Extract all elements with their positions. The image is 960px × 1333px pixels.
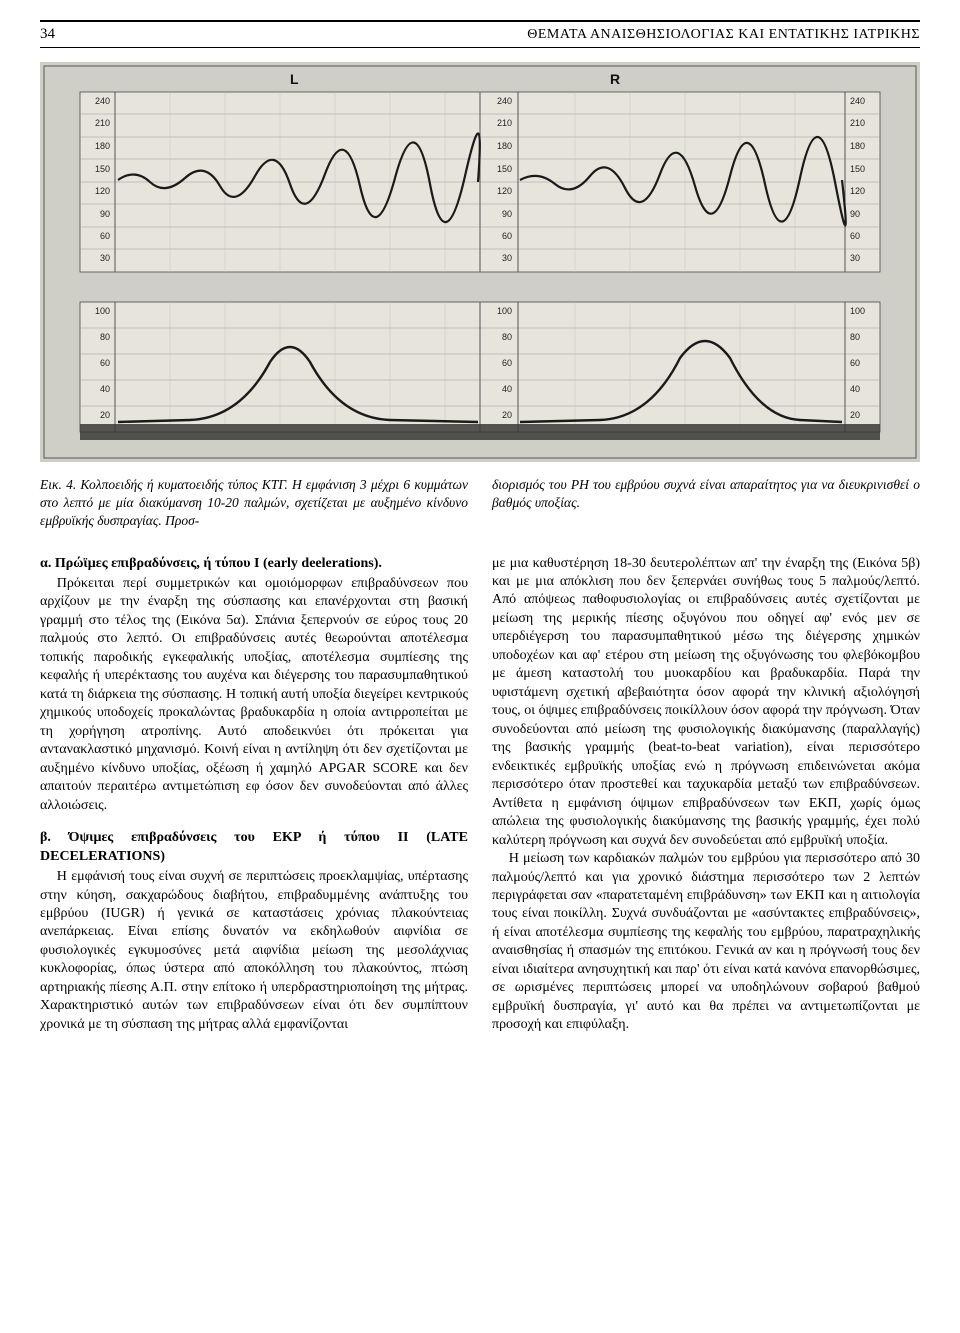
svg-text:20: 20 <box>100 410 110 420</box>
body-columns: α. Πρώϊμες επιβραδύνσεις, ή τύπου I (ear… <box>40 555 920 1035</box>
page-number: 34 <box>40 24 55 44</box>
svg-text:60: 60 <box>100 231 110 241</box>
ctg-svg: 240 210 180 150 120 90 60 30 240 210 180… <box>40 62 920 462</box>
svg-text:120: 120 <box>95 186 110 196</box>
svg-text:80: 80 <box>850 332 860 342</box>
left-column: α. Πρώϊμες επιβραδύνσεις, ή τύπου I (ear… <box>40 555 468 1035</box>
para-early-decel: Πρόκειται περί συμμετρικών και ομοιόμορφ… <box>40 575 468 815</box>
svg-text:150: 150 <box>850 164 865 174</box>
heading-early-decel: α. Πρώϊμες επιβραδύνσεις, ή τύπου I (ear… <box>40 555 468 573</box>
para-right-1: με μια καθυστέρηση 18-30 δευτερολέπτων α… <box>492 555 920 851</box>
caption-right: διορισμός του PH του εμβρύου συχνά είναι… <box>492 476 920 531</box>
journal-title: ΘΕΜΑΤΑ ΑΝΑΙΣΘΗΣΙΟΛΟΓΙΑΣ ΚΑΙ ΕΝΤΑΤΙΚΗΣ ΙΑ… <box>527 26 920 45</box>
svg-text:60: 60 <box>100 358 110 368</box>
svg-text:210: 210 <box>95 118 110 128</box>
svg-text:40: 40 <box>100 384 110 394</box>
svg-text:60: 60 <box>502 231 512 241</box>
svg-text:30: 30 <box>100 253 110 263</box>
svg-text:150: 150 <box>497 164 512 174</box>
svg-text:80: 80 <box>502 332 512 342</box>
svg-text:100: 100 <box>497 306 512 316</box>
panel-label-r: R <box>610 71 620 87</box>
heading-late-decel: β. Όψιμες επιβραδύνσεις του ΕΚΡ ή τύπου … <box>40 829 468 866</box>
figure-ctg-strip: 240 210 180 150 120 90 60 30 240 210 180… <box>40 62 920 462</box>
svg-text:20: 20 <box>502 410 512 420</box>
svg-text:210: 210 <box>497 118 512 128</box>
page-header: 34 ΘΕΜΑΤΑ ΑΝΑΙΣΘΗΣΙΟΛΟΓΙΑΣ ΚΑΙ ΕΝΤΑΤΙΚΗΣ… <box>40 24 920 48</box>
right-column: με μια καθυστέρηση 18-30 δευτερολέπτων α… <box>492 555 920 1035</box>
para-right-2: Η μείωση των καρδιακών παλμών του εμβρύο… <box>492 850 920 1035</box>
caption-left: Εικ. 4. Κολποειδής ή κυματοειδής τύπος Κ… <box>40 476 468 531</box>
fhr-tick: 240 <box>95 96 110 106</box>
svg-text:60: 60 <box>502 358 512 368</box>
figure-caption: Εικ. 4. Κολποειδής ή κυματοειδής τύπος Κ… <box>40 476 920 531</box>
svg-text:240: 240 <box>497 96 512 106</box>
svg-text:30: 30 <box>502 253 512 263</box>
svg-text:180: 180 <box>850 141 865 151</box>
svg-text:240: 240 <box>850 96 865 106</box>
svg-text:80: 80 <box>100 332 110 342</box>
svg-text:90: 90 <box>100 209 110 219</box>
svg-text:60: 60 <box>850 231 860 241</box>
svg-text:180: 180 <box>497 141 512 151</box>
svg-text:40: 40 <box>850 384 860 394</box>
svg-text:180: 180 <box>95 141 110 151</box>
svg-text:100: 100 <box>850 306 865 316</box>
svg-text:40: 40 <box>502 384 512 394</box>
svg-text:120: 120 <box>850 186 865 196</box>
svg-text:150: 150 <box>95 164 110 174</box>
svg-text:90: 90 <box>502 209 512 219</box>
top-rule <box>40 20 920 22</box>
svg-text:20: 20 <box>850 410 860 420</box>
panel-label-l: L <box>290 71 299 87</box>
svg-text:210: 210 <box>850 118 865 128</box>
para-late-decel: Η εμφάνισή τους είναι συχνή σε περιπτώσε… <box>40 868 468 1034</box>
svg-text:30: 30 <box>850 253 860 263</box>
svg-text:90: 90 <box>850 209 860 219</box>
svg-text:100: 100 <box>95 306 110 316</box>
svg-text:120: 120 <box>497 186 512 196</box>
svg-text:60: 60 <box>850 358 860 368</box>
